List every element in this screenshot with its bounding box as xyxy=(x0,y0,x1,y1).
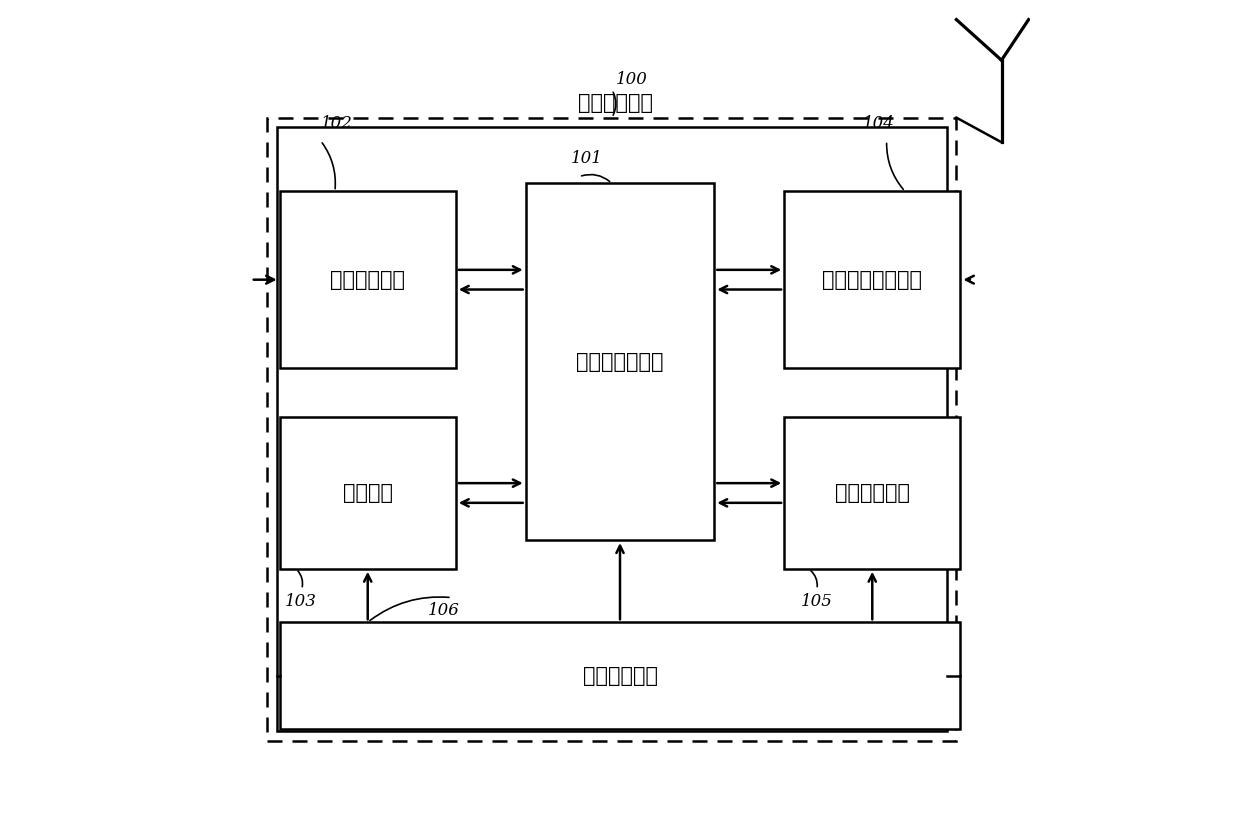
Text: 温度传感单元: 温度传感单元 xyxy=(330,269,405,290)
Text: 105: 105 xyxy=(801,594,832,610)
Bar xyxy=(277,127,946,731)
Text: 时钟芯片: 时钟芯片 xyxy=(342,483,393,503)
Text: 106: 106 xyxy=(428,601,460,619)
Text: 102: 102 xyxy=(321,116,353,132)
Text: 104: 104 xyxy=(863,116,894,132)
Bar xyxy=(784,417,961,569)
Text: 100: 100 xyxy=(616,71,647,88)
Bar xyxy=(784,192,961,368)
Text: 第一无线收发单元: 第一无线收发单元 xyxy=(822,269,923,290)
Text: 温度传感标签: 温度传感标签 xyxy=(578,93,653,113)
Bar xyxy=(279,622,961,729)
Bar xyxy=(279,192,456,368)
Text: 103: 103 xyxy=(285,594,317,610)
Bar xyxy=(526,183,714,540)
Text: 第一供电单元: 第一供电单元 xyxy=(583,666,657,686)
Bar xyxy=(279,417,456,569)
Text: 第一存储芯片: 第一存储芯片 xyxy=(835,483,910,503)
Text: 第一微控制单元: 第一微控制单元 xyxy=(577,352,663,372)
Text: 101: 101 xyxy=(572,150,603,167)
Bar xyxy=(267,117,956,741)
